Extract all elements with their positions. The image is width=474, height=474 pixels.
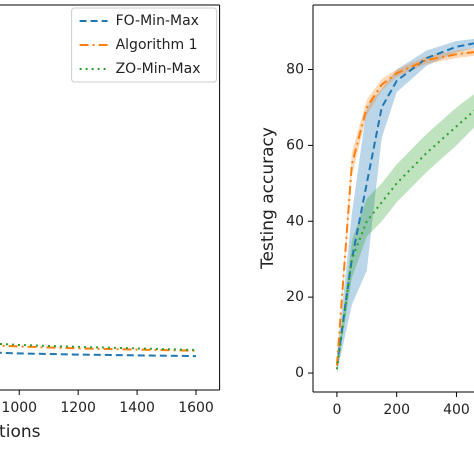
series-line (335, 42, 474, 366)
y-tick-label: 40 (286, 213, 304, 229)
plot-area (0, 342, 197, 358)
y-tick-label: 20 (286, 289, 304, 305)
x-axis-label: Iterations (0, 422, 41, 442)
y-axis-label: Testing accuracy (258, 127, 278, 270)
x-tick-label: 400 (443, 402, 470, 418)
series-line (335, 109, 474, 370)
x-tick-label: 1600 (178, 400, 214, 416)
y-tick-label: 60 (286, 137, 304, 153)
legend-label: FO-Min-Max (116, 13, 199, 29)
x-tick-label: 1200 (60, 400, 96, 416)
x-tick-label: 0 (332, 402, 341, 418)
legend-label: ZO-Min-Max (116, 61, 201, 77)
series-line (0, 342, 197, 351)
x-tick-label: 1000 (1, 400, 37, 416)
y-tick-label: 0 (295, 365, 304, 381)
confidence-band (336, 38, 474, 374)
series-line (0, 344, 197, 352)
plot-area (335, 38, 474, 374)
y-tick-label: 80 (286, 62, 304, 78)
legend-box (71, 7, 218, 83)
x-tick-label: 1400 (119, 400, 155, 416)
legend-label: Algorithm 1 (116, 37, 198, 53)
series-line (0, 351, 197, 358)
x-tick-label: 200 (383, 402, 410, 418)
